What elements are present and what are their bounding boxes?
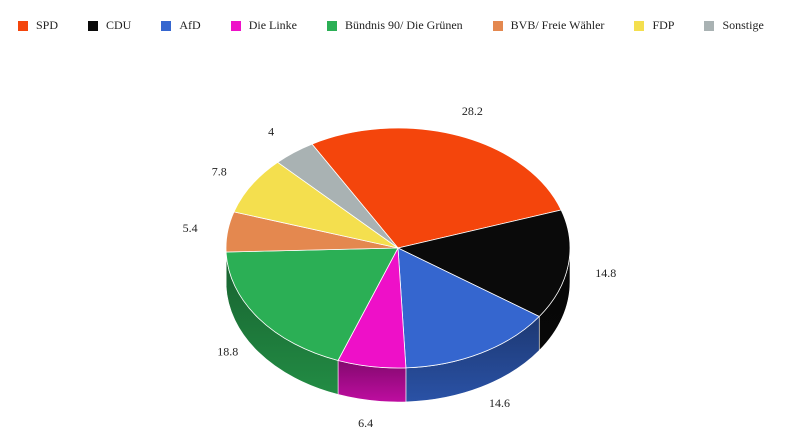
pie-slice-sonstige[interactable] — [276, 143, 399, 249]
legend-swatch-die-linke — [230, 20, 241, 31]
pie-slice-spd[interactable] — [311, 127, 562, 249]
legend-item-die-linke[interactable]: Die Linke — [230, 18, 298, 33]
data-label-fdp: 7.8 — [212, 164, 227, 178]
pie-slice-bundnis-90-die-grunen[interactable] — [225, 247, 399, 361]
legend-swatch-spd — [18, 20, 28, 31]
legend: SPD CDU AfD Die Linke Bündnis 90/ Die Gr… — [18, 18, 794, 33]
data-label-bvb-freie-wahler: 5.4 — [183, 221, 198, 235]
legend-swatch-fdp — [634, 20, 645, 31]
legend-item-bvb[interactable]: BVB/ Freie Wähler — [492, 18, 605, 33]
pie-slice-cdu[interactable] — [396, 209, 571, 317]
data-labels: 28.2 14.8 14.6 6.4 18.8 5.4 7.8 4 — [183, 104, 617, 430]
legend-item-afd[interactable]: AfD — [161, 18, 201, 33]
legend-label-afd: AfD — [179, 18, 201, 32]
legend-swatch-cdu — [88, 20, 99, 31]
legend-item-gruene[interactable]: Bündnis 90/ Die Grünen — [327, 18, 463, 33]
legend-label-gruene: Bündnis 90/ Die Grünen — [345, 18, 463, 32]
legend-item-spd[interactable]: SPD — [18, 18, 58, 33]
data-label-die-linke: 6.4 — [358, 416, 373, 430]
data-label-spd: 28.2 — [462, 104, 483, 118]
legend-swatch-afd — [161, 20, 172, 31]
legend-label-die-linke: Die Linke — [248, 18, 298, 32]
pie-slice-afd[interactable] — [397, 247, 540, 369]
legend-item-cdu[interactable]: CDU — [88, 18, 131, 33]
legend-label-sonstige: Sonstige — [722, 18, 764, 32]
legend-item-sonstige[interactable]: Sonstige — [704, 18, 764, 33]
data-label-afd: 14.6 — [489, 396, 510, 410]
data-label-cdu: 14.8 — [595, 266, 616, 280]
legend-swatch-sonstige — [704, 20, 715, 31]
legend-swatch-gruene — [327, 20, 338, 31]
legend-label-bvb: BVB/ Freie Wähler — [510, 18, 605, 32]
pie-side-wall — [225, 247, 571, 403]
data-label-sonstige: 4 — [268, 124, 274, 138]
legend-swatch-bvb — [492, 20, 503, 31]
legend-label-cdu: CDU — [106, 18, 132, 32]
pie-top — [225, 127, 571, 369]
legend-item-fdp[interactable]: FDP — [634, 18, 674, 33]
legend-label-spd: SPD — [36, 18, 59, 32]
legend-label-fdp: FDP — [652, 18, 675, 32]
data-label-bundnis-90-die-grunen: 18.8 — [217, 344, 238, 358]
